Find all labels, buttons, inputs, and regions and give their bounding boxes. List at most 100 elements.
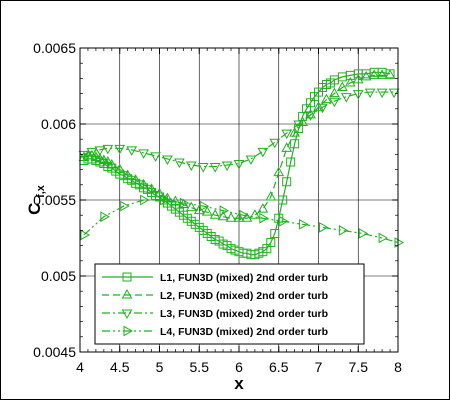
series-2-point — [368, 69, 380, 79]
legend-label: L1, FUN3D (mixed) 2nd order turb — [160, 272, 328, 284]
x-tick-label: 7.5 — [349, 359, 369, 375]
series-3-point — [257, 147, 269, 158]
series-3-point — [102, 144, 114, 155]
legend-marker — [121, 288, 133, 299]
series-4-point — [338, 225, 349, 236]
x-tick-label: 4.5 — [110, 359, 130, 375]
y-axis-label: C f,x — [25, 184, 47, 215]
series-2-point — [154, 187, 165, 198]
series-2-point — [289, 127, 301, 137]
series-3-point — [245, 155, 257, 165]
x-tick-label: 5 — [156, 359, 164, 375]
series-2-point — [344, 76, 356, 87]
y-axis-label-main: C — [25, 203, 44, 215]
x-tick-label: 6.5 — [269, 359, 289, 375]
legend: L1, FUN3D (mixed) 2nd order turb L2, FUN3… — [94, 263, 365, 345]
svg-text:C f,x: C f,x — [25, 184, 47, 215]
series-3-point — [86, 147, 98, 158]
series-4-point — [159, 194, 170, 206]
series-3-point — [174, 158, 185, 169]
series-4-point — [259, 212, 269, 224]
series-3-point — [388, 88, 400, 99]
series-3-point — [94, 146, 106, 156]
series-2 — [78, 69, 396, 222]
series-2-point — [114, 163, 126, 174]
series-3-point — [150, 152, 161, 162]
series-4-point — [199, 200, 210, 212]
series-2-point — [336, 81, 348, 92]
series-4 — [80, 194, 405, 248]
x-tick-label: 6 — [235, 359, 243, 375]
legend-label: L4, FUN3D (mixed) 2nd order turb — [160, 326, 328, 338]
x-axis-label: x — [234, 374, 244, 393]
series-2-point — [313, 101, 324, 111]
legend-marker — [122, 272, 132, 282]
series-3-point — [317, 103, 328, 114]
series-2-point — [281, 142, 293, 152]
series-4-point — [239, 209, 249, 221]
series-3-point — [126, 146, 138, 156]
series-4-point — [179, 197, 190, 209]
series-2-point — [321, 93, 332, 104]
series-3-point — [114, 144, 126, 155]
series-1-point — [290, 139, 300, 149]
series-3-point — [340, 93, 352, 103]
series-2-point — [249, 209, 261, 219]
series-4-line — [83, 199, 399, 244]
series-2-point — [201, 206, 213, 216]
series-1-point — [270, 228, 280, 238]
series-2-point — [122, 169, 134, 180]
y-tick-label: 0.0045 — [33, 344, 76, 360]
series-3-point — [221, 161, 233, 172]
x-tick-label: 7 — [315, 359, 323, 375]
series-1-point — [266, 238, 276, 248]
series-3-point — [78, 150, 90, 161]
series-4-point — [299, 218, 309, 230]
series-3-point — [233, 160, 245, 170]
series-4-point — [378, 232, 389, 244]
series-2-point — [217, 210, 229, 221]
series-2-point — [257, 203, 269, 213]
series-3-point — [305, 111, 316, 121]
series-layer — [78, 67, 405, 260]
series-3-point — [209, 163, 221, 173]
y-tick-label: 0.0055 — [33, 192, 76, 208]
series-3 — [78, 88, 400, 173]
series-3-point — [293, 120, 304, 131]
axis-ticks: 4 4.5 5 5.5 6 6.5 7 7.5 8 0.0045 0.005 0.0055 0.006 0… — [33, 40, 402, 375]
series-1-point — [286, 157, 296, 167]
series-2-point — [106, 159, 118, 169]
series-2-point — [162, 192, 173, 202]
series-1 — [79, 67, 395, 260]
legend-label: L2, FUN3D (mixed) 2nd order turb — [160, 290, 328, 302]
y-tick-label: 0.0065 — [33, 40, 76, 56]
series-2-point — [185, 201, 197, 212]
series-4-point — [80, 229, 90, 241]
series-2-point — [265, 190, 277, 201]
series-3-point — [281, 129, 293, 140]
series-1-point — [282, 177, 292, 187]
series-2-point — [329, 87, 340, 98]
legend-item: L1, FUN3D (mixed) 2nd order turb — [102, 272, 328, 284]
x-tick-label: 8 — [394, 359, 402, 375]
series-4-point — [279, 215, 289, 227]
legend-item: L4, FUN3D (mixed) 2nd order turb — [102, 325, 328, 338]
series-3-point — [329, 97, 340, 108]
series-3-point — [269, 138, 281, 149]
series-2-point — [376, 69, 388, 79]
series-4-point — [100, 211, 110, 223]
series-4-point — [120, 200, 130, 212]
legend-marker — [121, 309, 133, 320]
series-2-point — [209, 209, 221, 219]
series-2-point — [225, 212, 237, 222]
series-2-point — [130, 174, 142, 184]
x-tick-label: 4 — [76, 359, 84, 375]
series-2-point — [384, 69, 396, 79]
x-tick-label: 5.5 — [190, 359, 210, 375]
series-3-point — [185, 161, 197, 172]
y-tick-label: 0.006 — [41, 116, 76, 132]
legend-item: L3, FUN3D (mixed) 2nd order turb — [102, 308, 328, 320]
series-2-point — [360, 70, 372, 81]
series-1-point — [278, 195, 288, 205]
